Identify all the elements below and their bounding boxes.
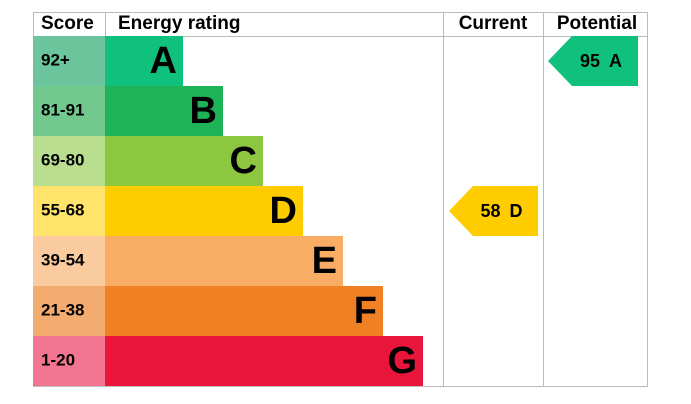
score-cell [33,186,105,236]
score-label: 92+ [41,50,70,69]
rating-letter: A [150,40,177,82]
arrow-value: 95 [580,51,600,71]
rating-bar [105,236,343,286]
rating-arrow [449,186,538,236]
rating-bar [105,136,263,186]
rating-bar [105,286,383,336]
rating-letter: F [354,290,377,332]
header: Current [459,13,528,34]
rating-arrow [548,36,638,86]
arrow-letter: A [609,51,622,71]
arrow-letter: D [510,201,523,221]
score-label: 55-68 [41,200,84,219]
score-cell [33,286,105,336]
score-cell [33,136,105,186]
arrow-value: 58 [480,201,500,221]
rating-arrow-label: 95 A [580,51,622,71]
rating-letter: G [387,340,417,382]
rating-letter: D [270,190,297,232]
score-label: 69-80 [41,150,84,169]
rating-letter: C [230,140,257,182]
rating-bar [105,36,183,86]
rating-bar [105,186,303,236]
rating-arrow-label: 58 D [480,201,522,221]
score-label: 39-54 [41,250,85,269]
score-cell [33,36,105,86]
rating-letter: E [312,240,337,282]
score-cell [33,336,105,386]
score-cell [33,86,105,136]
score-label: 21-38 [41,300,84,319]
score-cell [33,236,105,286]
header: Energy rating [118,13,240,34]
rating-bar [105,86,223,136]
header: Score [41,13,94,34]
rating-letter: B [190,90,217,132]
rating-bar [105,336,423,386]
score-label: 1-20 [41,350,75,369]
score-label: 81-91 [41,100,84,119]
header: Potential [557,13,637,34]
